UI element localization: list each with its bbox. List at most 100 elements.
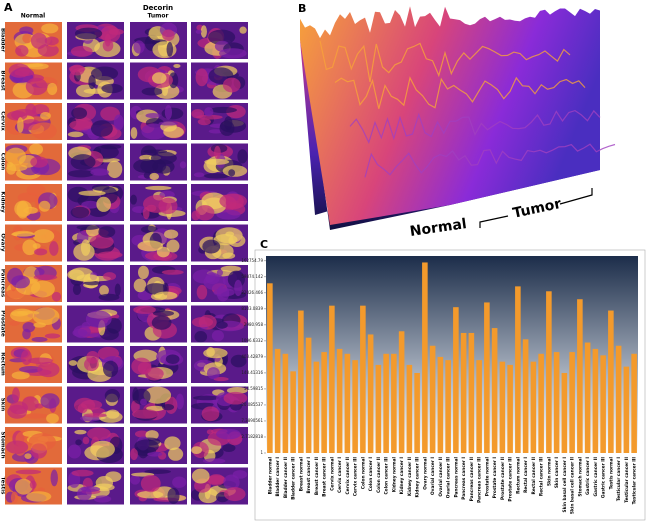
x-tick-label: Skin basal cell cancer II: [570, 457, 576, 514]
tissue-texture: [133, 40, 145, 54]
tissue-texture: [133, 305, 156, 314]
tissue-texture: [7, 404, 28, 419]
bar: [298, 310, 304, 453]
tissue-texture: [228, 169, 236, 177]
surface-top: [300, 6, 600, 225]
tissue-texture: [68, 360, 78, 366]
tissue-texture: [172, 476, 187, 488]
tissue-texture: [142, 206, 150, 220]
tissue-texture: [191, 446, 203, 455]
tissue-texture: [130, 448, 138, 461]
bar: [267, 283, 273, 453]
tissue-texture: [147, 451, 163, 457]
tissue-texture: [32, 307, 60, 325]
x-tick-label: Colon normal: [360, 456, 366, 489]
y-tick-label: 8103.0839: [241, 306, 263, 311]
tissue-texture: [84, 357, 99, 372]
tissue-texture: [194, 331, 208, 343]
tissue-texture: [100, 106, 120, 121]
y-tick-label: 1096.6332: [241, 338, 263, 343]
bar: [569, 352, 575, 453]
row-label: Prostate: [0, 310, 6, 337]
tissue-texture: [14, 478, 33, 495]
tissue-texture: [145, 113, 161, 119]
tissue-texture: [27, 62, 49, 70]
tissue-texture: [93, 495, 112, 503]
tissue-texture: [141, 87, 163, 96]
tissue-texture: [69, 64, 85, 76]
bar: [577, 299, 583, 453]
bar: [584, 342, 591, 453]
tissue-texture: [31, 122, 57, 140]
tissue-texture: [32, 229, 55, 243]
bar: [391, 353, 397, 453]
column-header: Tumor: [147, 13, 168, 20]
tissue-texture: [138, 265, 149, 280]
bar: [414, 372, 420, 453]
bar: [460, 332, 467, 453]
tissue-texture: [139, 154, 154, 161]
tissue-texture: [130, 127, 138, 139]
x-tick-label: Testicular cancer I: [616, 457, 622, 502]
bar: [600, 355, 606, 453]
tissue-texture: [90, 66, 119, 81]
tissue-texture: [74, 429, 87, 435]
tissue-texture: [166, 239, 180, 253]
surface-ridge: [319, 40, 571, 83]
tissue-texture: [161, 107, 184, 120]
tissue-texture: [33, 274, 58, 281]
x-tick-label: Rectal cancer I: [523, 457, 529, 493]
bar: [623, 366, 630, 453]
y-tick-label: 162754.79: [241, 258, 263, 263]
x-tick-label: Pancreas normal: [453, 456, 459, 497]
bar: [329, 305, 335, 453]
tissue-texture: [105, 471, 122, 482]
x-tick-label: Stomach normal: [577, 456, 583, 496]
tissue-texture: [70, 45, 93, 57]
bar: [367, 334, 374, 453]
tissue-texture: [16, 200, 29, 219]
bar: [484, 302, 490, 453]
tissue-texture: [214, 145, 221, 160]
bar: [561, 372, 568, 453]
tissue-texture: [167, 487, 180, 505]
bar: [344, 353, 351, 453]
x-tick-label: Rectal cancer II: [531, 457, 537, 495]
tissue-texture: [219, 120, 235, 136]
tissue-texture: [151, 315, 172, 330]
tissue-texture: [158, 121, 178, 126]
tissue-texture: [195, 68, 208, 87]
tissue-texture: [38, 200, 51, 212]
tissue-texture: [26, 184, 46, 196]
tissue-texture: [205, 272, 220, 285]
bar: [468, 332, 475, 453]
tissue-texture: [175, 393, 184, 410]
tissue-texture: [158, 197, 178, 215]
tissue-texture: [88, 74, 96, 90]
tissue-texture: [22, 413, 49, 419]
tissue-texture: [67, 444, 82, 459]
tissue-texture: [10, 491, 19, 504]
tissue-texture: [164, 229, 179, 239]
x-tick-label: Colon cancer I: [368, 457, 374, 492]
tissue-texture: [156, 246, 170, 258]
tissue-texture: [99, 285, 109, 296]
tissue-texture: [76, 274, 100, 283]
x-tick-label: Ovary normal: [422, 456, 428, 489]
x-tick-label: Gastric cancer I: [585, 457, 591, 495]
bar: [615, 345, 622, 453]
tissue-texture: [130, 194, 137, 205]
bar: [290, 371, 296, 453]
tissue-texture: [37, 361, 60, 378]
tissue-texture: [5, 147, 27, 166]
tissue-texture: [219, 48, 247, 59]
bar: [305, 337, 312, 453]
tissue-texture: [44, 36, 59, 46]
tissue-texture: [223, 474, 240, 491]
tissue-texture: [100, 25, 121, 43]
x-tick-label: Skin basal cell cancer I: [562, 457, 568, 513]
tissue-texture: [222, 165, 248, 177]
tissue-texture: [74, 27, 103, 40]
x-tick-label: Ovarial cancer III: [446, 457, 452, 499]
tissue-texture: [216, 321, 228, 329]
